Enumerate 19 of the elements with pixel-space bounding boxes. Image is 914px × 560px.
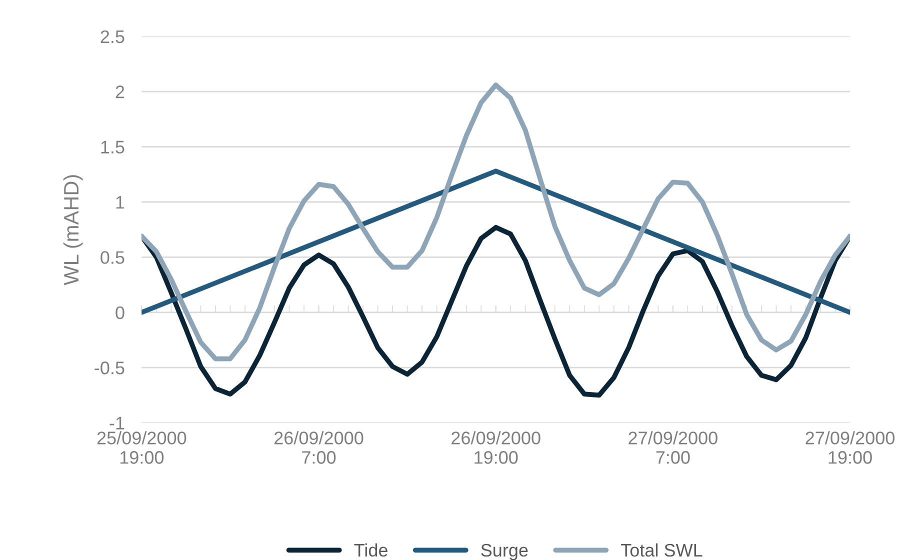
y-tick-label: 2 <box>116 86 124 98</box>
x-tick-label: 25/09/2000 19:00 <box>97 431 186 464</box>
y-tick-label: -0.5 <box>94 362 124 374</box>
y-tick-label: -1 <box>110 416 124 430</box>
legend-label: Tide <box>354 543 388 557</box>
y-tick-label: 1.5 <box>101 140 124 154</box>
y-axis-title: WL (mAHD) <box>63 175 83 286</box>
x-tick-label: 26/09/2000 7:00 <box>274 431 364 464</box>
y-tick-label: 1 <box>116 196 124 209</box>
line-series <box>142 82 850 362</box>
y-tick-label: 2.5 <box>100 30 124 44</box>
y-tick-label: 0 <box>116 306 124 320</box>
x-tick-label: 27/09/2000 7:00 <box>628 431 718 464</box>
line-series <box>142 224 850 398</box>
legend-label: Total SWL <box>621 543 702 557</box>
y-tick-label: 0.5 <box>100 251 124 264</box>
legend-label: Surge <box>481 544 528 560</box>
x-tick-label: 27/09/2000 19:00 <box>806 431 894 464</box>
x-tick-label: 26/09/2000 19:00 <box>452 431 540 464</box>
